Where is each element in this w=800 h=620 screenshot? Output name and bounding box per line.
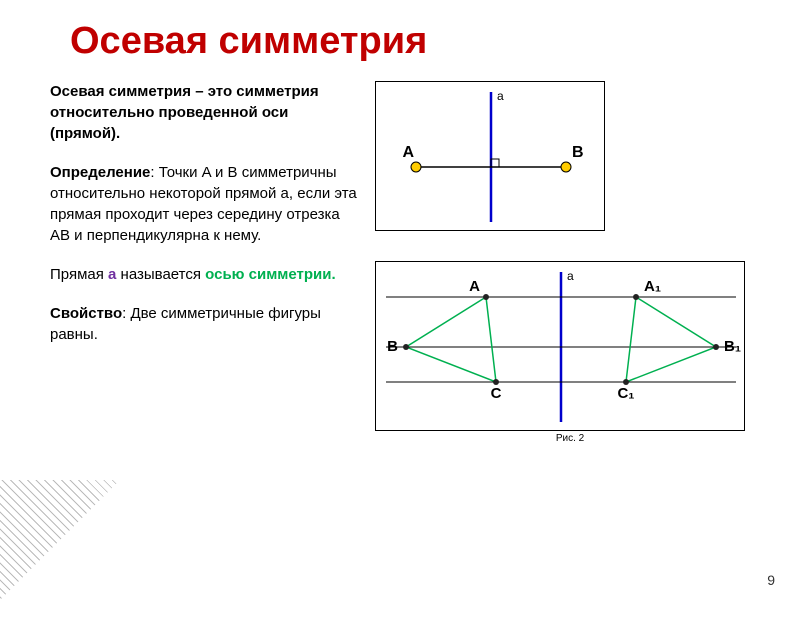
property-label: Свойство xyxy=(50,305,122,322)
svg-text:a: a xyxy=(567,269,574,283)
svg-text:a: a xyxy=(497,89,504,103)
axis-mid: называется xyxy=(116,266,205,283)
figure-2-caption: Рис. 2 xyxy=(375,433,765,444)
svg-text:A: A xyxy=(469,278,480,295)
page-number: 9 xyxy=(767,572,775,588)
property-paragraph: Свойство: Две симметричные фигуры равны. xyxy=(50,303,360,345)
svg-text:B: B xyxy=(387,338,398,355)
content-area: Осевая симметрия – это симметрия относит… xyxy=(50,81,770,444)
slide-title: Осевая симметрия xyxy=(50,20,770,63)
definition-paragraph: Определение: Точки A и B симметричны отн… xyxy=(50,162,360,246)
text-column: Осевая симметрия – это симметрия относит… xyxy=(50,81,360,444)
svg-text:C: C xyxy=(491,385,502,402)
svg-text:B: B xyxy=(572,144,584,161)
figure-2-svg: a A B C A₁ B₁ C₁ xyxy=(376,262,746,432)
svg-text:A: A xyxy=(402,144,414,161)
figure-2-wrap: a A B C A₁ B₁ C₁ Рис. 2 xyxy=(375,261,765,444)
svg-text:A₁: A₁ xyxy=(644,278,661,295)
axis-paragraph: Прямая a называется осью симметрии. xyxy=(50,264,360,285)
decorative-hatch xyxy=(0,480,120,620)
svg-text:B₁: B₁ xyxy=(724,338,741,355)
figure-1-svg: a A B xyxy=(376,82,606,232)
axis-name: осью симметрии. xyxy=(205,266,336,283)
intro-prefix: Осевая симметрия – xyxy=(50,83,208,100)
slide: Осевая симметрия Осевая симметрия – это … xyxy=(0,0,800,600)
axis-prefix: Прямая xyxy=(50,266,108,283)
figure-1: a A B xyxy=(375,81,605,231)
svg-text:C₁: C₁ xyxy=(617,385,634,402)
figure-column: a A B a A B C A₁ B₁ C₁ Рис. 2 xyxy=(375,81,765,444)
figure-2: a A B C A₁ B₁ C₁ xyxy=(375,261,745,431)
definition-label: Определение xyxy=(50,164,150,181)
intro-paragraph: Осевая симметрия – это симметрия относит… xyxy=(50,81,360,144)
